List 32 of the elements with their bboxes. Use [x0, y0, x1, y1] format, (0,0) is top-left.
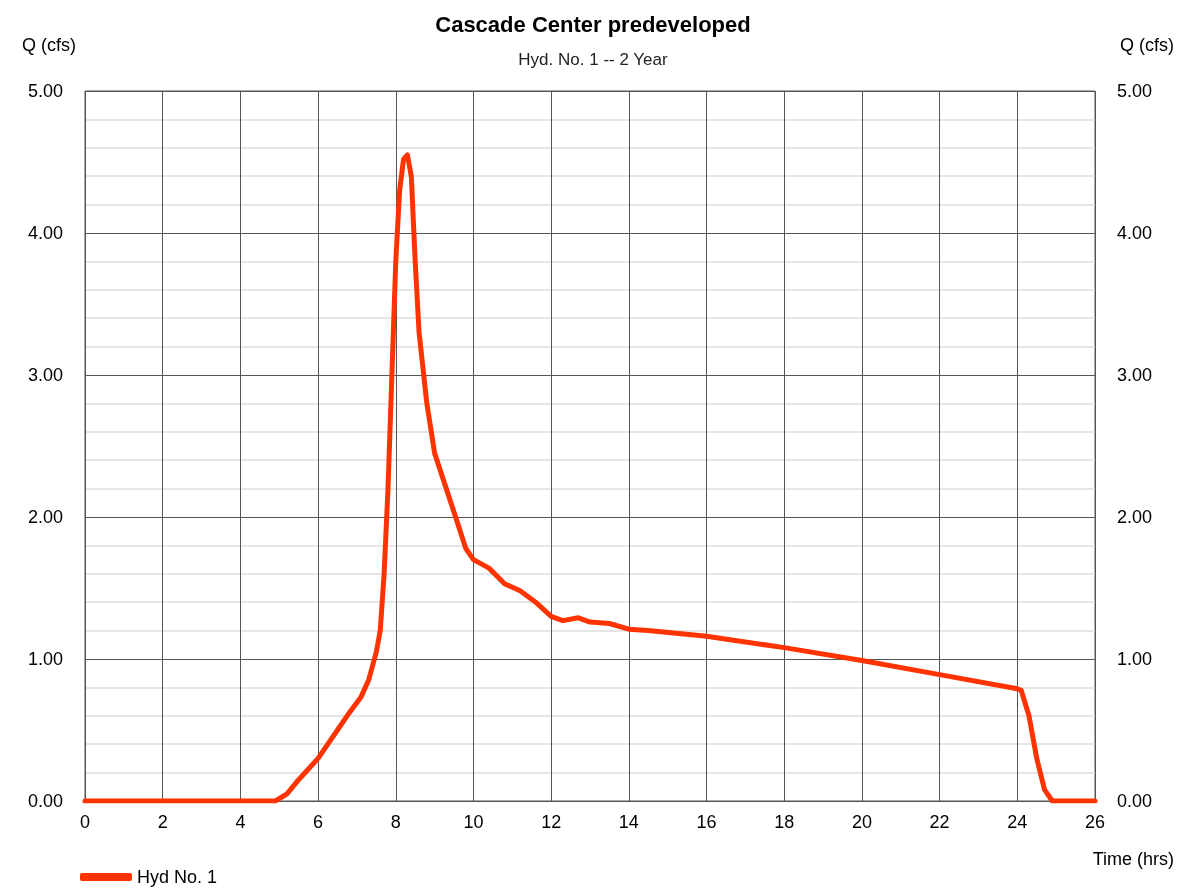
chart-subtitle: Hyd. No. 1 -- 2 Year — [518, 50, 668, 69]
x-tick-label: 8 — [390, 812, 401, 832]
x-tick-label: 14 — [618, 812, 639, 832]
x-tick-label: 12 — [541, 812, 562, 832]
chart-title: Cascade Center predeveloped — [435, 11, 751, 37]
x-tick-label: 2 — [157, 812, 168, 832]
y-tick-label: 0.00 — [27, 791, 63, 811]
legend-label: Hyd No. 1 — [137, 867, 218, 887]
y2-tick-label: 2.00 — [1117, 507, 1153, 527]
y-tick-label: 5.00 — [27, 81, 63, 101]
y-tick-label: 3.00 — [27, 365, 63, 385]
x-tick-label: 16 — [696, 812, 717, 832]
x-tick-label: 4 — [235, 812, 246, 832]
x-tick-label: 26 — [1084, 812, 1106, 832]
x-tick-label: 24 — [1007, 812, 1028, 832]
y2-axis-title: Q (cfs) — [1120, 35, 1175, 55]
y-axis-title: Q (cfs) — [22, 35, 76, 55]
y2-tick-label: 5.00 — [1117, 81, 1153, 101]
y2-tick-label: 4.00 — [1117, 223, 1153, 243]
x-tick-label: 22 — [929, 812, 950, 832]
x-tick-label: 18 — [774, 812, 795, 832]
x-tick-label: 6 — [313, 812, 324, 832]
y-tick-label: 2.00 — [27, 507, 63, 527]
y2-tick-label: 1.00 — [1117, 649, 1153, 669]
x-tick-label: 0 — [79, 812, 91, 832]
x-tick-label: 10 — [463, 812, 484, 832]
y-tick-label: 1.00 — [27, 649, 63, 669]
y2-tick-label: 0.00 — [1117, 791, 1153, 811]
y2-tick-label: 3.00 — [1117, 365, 1153, 385]
x-axis-title: Time (hrs) — [1092, 849, 1174, 869]
y-tick-label: 4.00 — [27, 223, 63, 243]
x-tick-label: 20 — [851, 812, 872, 832]
